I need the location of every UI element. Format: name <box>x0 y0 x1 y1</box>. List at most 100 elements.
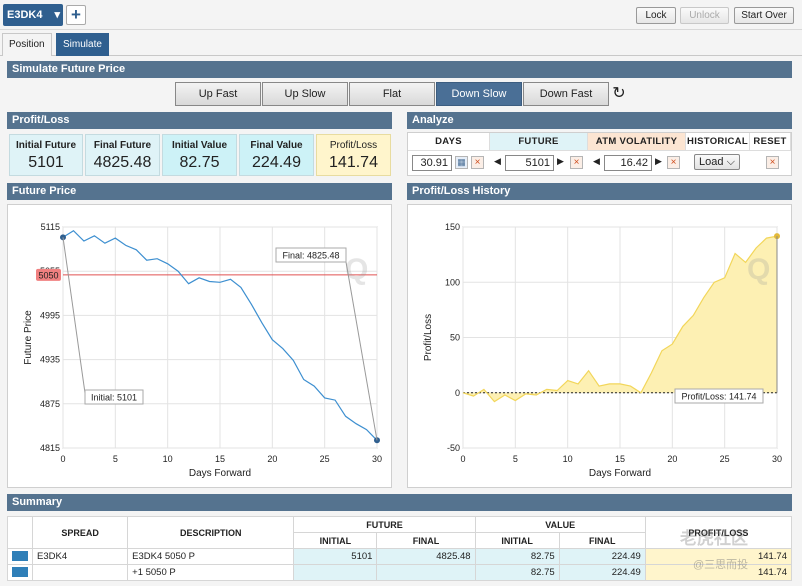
watermark-text: 老虎社区 <box>680 529 748 548</box>
pl-area <box>463 236 777 402</box>
tab-position[interactable]: Position <box>2 33 52 56</box>
annotation-leader <box>62 237 86 394</box>
summary-value-final-header: FINAL <box>558 532 646 549</box>
annotation-label: Profit/Loss: 141.74 <box>681 392 756 402</box>
logo-watermark-icon: Q <box>345 253 368 286</box>
table-row[interactable]: E3DK4 E3DK4 5050 P 5101 4825.48 82.75 22… <box>6 548 793 565</box>
future-price-chart: 511550554995493548754815051015202530Days… <box>23 222 382 479</box>
days-clear-icon[interactable]: × <box>471 156 484 169</box>
profit-loss-header: Profit/Loss <box>7 112 392 129</box>
days-input[interactable]: 30.91 <box>412 155 452 171</box>
analyze-future-header: FUTURE <box>490 133 588 151</box>
logo-watermark-icon: Q <box>747 253 770 286</box>
summary-description-cell: E3DK4 5050 P <box>127 548 295 565</box>
future-price-header: Future Price <box>7 183 392 200</box>
scenario-flat-button[interactable]: Flat <box>349 82 435 106</box>
vol-increase-icon[interactable]: ▶ <box>655 156 662 166</box>
historical-load-dropdown[interactable]: Load ⌵ <box>694 154 740 170</box>
summary-pl-cell: 141.74 <box>644 564 793 581</box>
unlock-button[interactable]: Unlock <box>680 7 729 24</box>
y-tick-label: 0 <box>455 388 460 398</box>
symbol-select[interactable]: E3DK4 ▾ <box>3 4 63 26</box>
pl-initial-future-label: Initial Future <box>16 140 76 151</box>
start-over-button[interactable]: Start Over <box>734 7 794 24</box>
reference-tag <box>36 268 61 281</box>
annotation-label: Initial: 5101 <box>91 393 137 403</box>
pl-final-future-value: 4825.48 <box>93 154 152 171</box>
watermark-subtext: @三思而投 <box>693 559 749 571</box>
summary-spread-cell: E3DK4 <box>32 548 129 565</box>
summary-value-initial-cell: 82.75 <box>474 564 560 581</box>
vol-decrease-icon[interactable]: ◀ <box>593 156 600 166</box>
y-tick-label: 4995 <box>40 310 60 320</box>
refresh-icon[interactable]: ↻ <box>612 85 626 102</box>
annotation-leader <box>345 261 378 441</box>
x-tick-label: 15 <box>615 454 625 464</box>
y-axis-title: Future Price <box>23 310 34 365</box>
future-decrease-icon[interactable]: ◀ <box>494 156 501 166</box>
table-row[interactable]: +1 5050 P 82.75 224.49 141.74 <box>6 564 793 581</box>
summary-future-initial-cell <box>293 564 378 581</box>
pl-series-line <box>462 235 778 403</box>
x-axis-title: Days Forward <box>589 468 651 479</box>
calendar-icon[interactable]: ▦ <box>455 156 468 169</box>
spread-color-swatch <box>6 548 34 565</box>
summary-future-initial-header: INITIAL <box>293 532 378 549</box>
annotation-box <box>275 247 347 263</box>
load-label: Load <box>699 156 724 168</box>
pl-profit-loss-value: 141.74 <box>329 154 378 171</box>
top-toolbar: E3DK4 ▾ + Lock Unlock Start Over <box>0 0 802 30</box>
scenario-down-fast-button[interactable]: Down Fast <box>523 82 609 106</box>
tab-simulate[interactable]: Simulate <box>56 33 109 56</box>
pl-final-future: Final Future 4825.48 <box>85 134 160 176</box>
pl-profit-loss-label: Profit/Loss <box>329 140 378 151</box>
y-tick-label: 100 <box>445 277 460 287</box>
lock-button[interactable]: Lock <box>636 7 676 24</box>
x-tick-label: 0 <box>60 454 65 464</box>
vol-input[interactable]: 16.42 <box>604 155 652 171</box>
x-tick-label: 30 <box>772 454 782 464</box>
summary-future-final-cell <box>376 564 476 581</box>
x-tick-label: 10 <box>563 454 573 464</box>
pl-final-value: Final Value 224.49 <box>239 134 314 176</box>
future-clear-icon[interactable]: × <box>570 156 583 169</box>
summary-header: Summary <box>7 494 792 511</box>
pl-history-header: Profit/Loss History <box>407 183 792 200</box>
summary-future-final-cell: 4825.48 <box>376 548 476 565</box>
x-axis-title: Days Forward <box>189 468 251 479</box>
pl-final-future-label: Final Future <box>93 140 152 151</box>
vol-clear-icon[interactable]: × <box>667 156 680 169</box>
x-tick-label: 20 <box>267 454 277 464</box>
simulate-header: Simulate Future Price <box>7 61 792 78</box>
chevron-down-icon: ▾ <box>54 9 60 21</box>
symbol-label: E3DK4 <box>7 9 43 21</box>
chevron-down-icon: ⌵ <box>726 156 735 168</box>
pl-final-value-value: 224.49 <box>252 154 301 171</box>
pl-initial-value: Initial Value 82.75 <box>162 134 237 176</box>
y-axis-title: Profit/Loss <box>423 314 434 361</box>
reset-icon[interactable]: × <box>766 156 779 169</box>
scenario-up-fast-button[interactable]: Up Fast <box>175 82 261 106</box>
pl-initial-future-value: 5101 <box>28 154 64 171</box>
summary-value-header: VALUE <box>474 516 646 533</box>
summary-value-initial-cell: 82.75 <box>474 548 560 565</box>
future-input[interactable]: 5101 <box>505 155 554 171</box>
analyze-header: Analyze <box>407 112 792 129</box>
summary-pl-header: PROFIT/LOSS <box>644 516 793 549</box>
future-increase-icon[interactable]: ▶ <box>557 156 564 166</box>
x-tick-label: 0 <box>460 454 465 464</box>
scenario-down-slow-button[interactable]: Down Slow <box>436 82 522 106</box>
add-icon[interactable]: + <box>66 5 86 25</box>
x-tick-label: 15 <box>215 454 225 464</box>
summary-spread-header: SPREAD <box>32 516 129 549</box>
x-tick-label: 5 <box>113 454 118 464</box>
x-tick-label: 30 <box>372 454 382 464</box>
y-tick-label: 4875 <box>40 399 60 409</box>
initial-point <box>60 234 66 241</box>
scenario-up-slow-button[interactable]: Up Slow <box>262 82 348 106</box>
annotation-box <box>674 388 764 404</box>
y-tick-label: 4935 <box>40 355 60 365</box>
tab-bar: Position Simulate <box>0 30 802 56</box>
pl-profit-loss: Profit/Loss 141.74 <box>316 134 391 176</box>
